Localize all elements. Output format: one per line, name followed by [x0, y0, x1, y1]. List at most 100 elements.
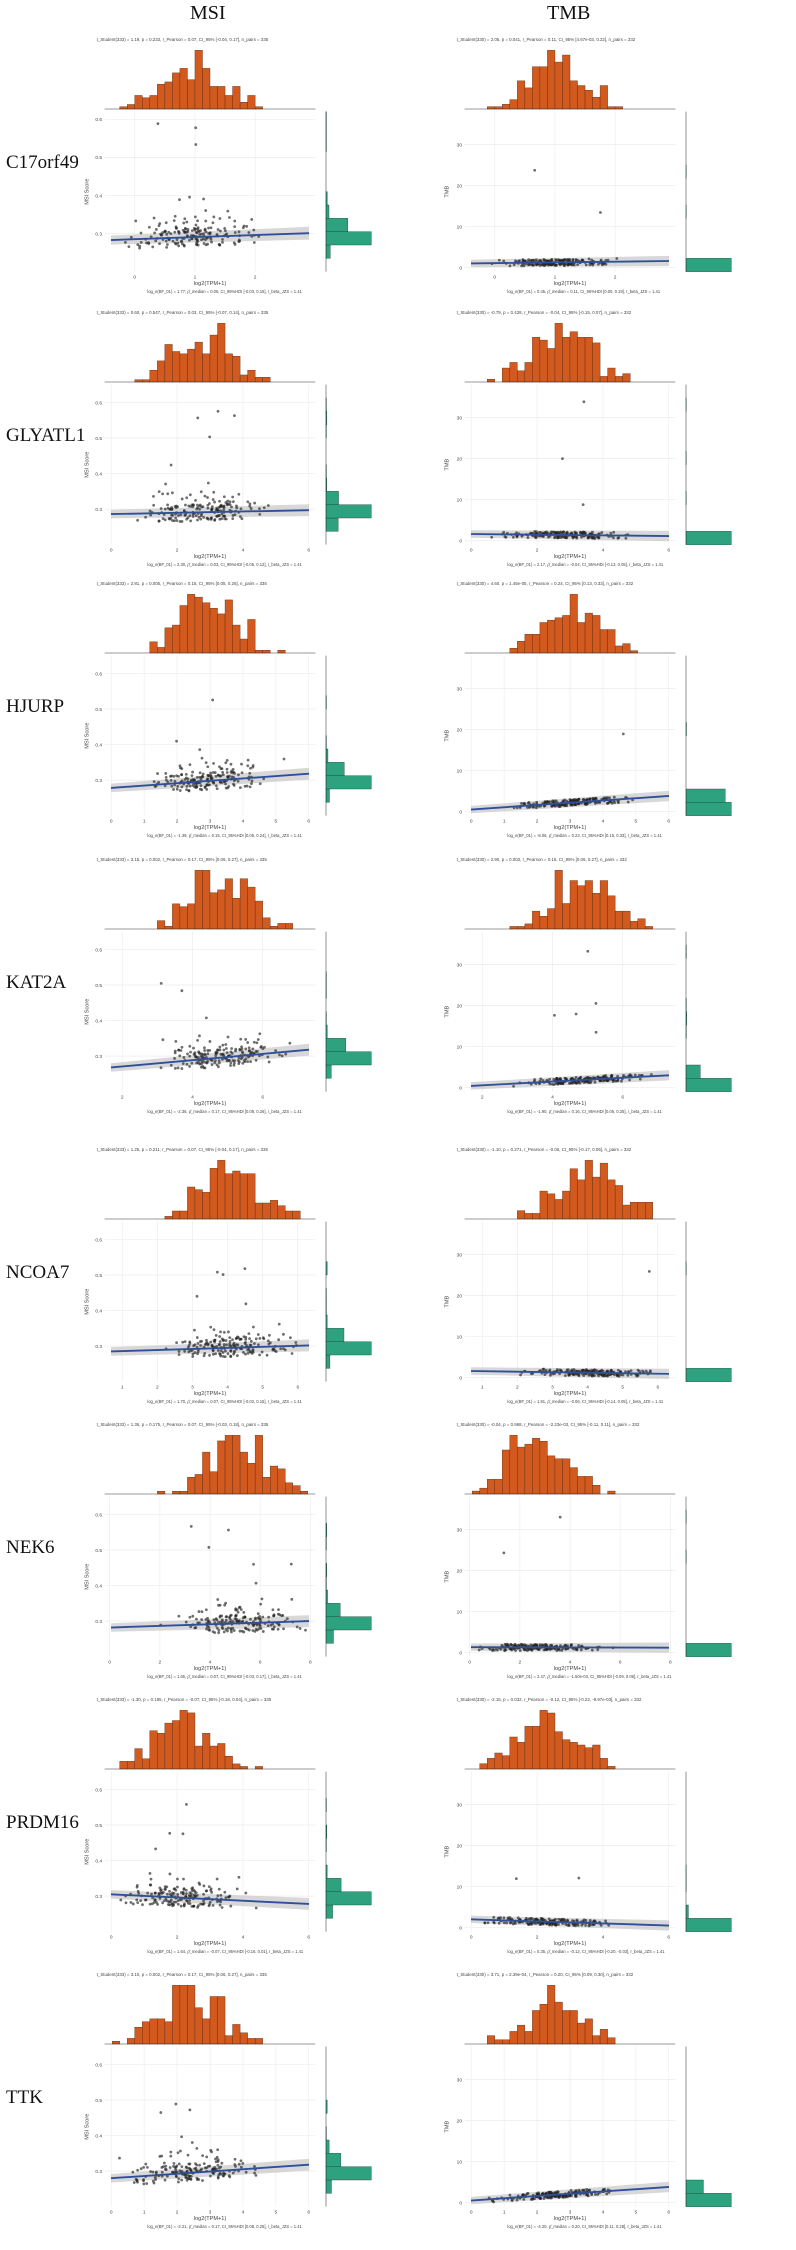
data-point	[153, 1898, 157, 1902]
gene-label: C17orf49	[6, 152, 79, 173]
histogram-bar-x	[254, 1766, 263, 1770]
histogram-bar-x	[239, 878, 248, 930]
data-point	[282, 757, 286, 761]
histogram-bar-x	[517, 2024, 526, 2045]
histogram-bar-y	[325, 775, 372, 790]
x-tick-label: 2	[159, 1659, 162, 1665]
x-tick-label: 2	[156, 1384, 159, 1390]
data-point	[215, 1618, 219, 1622]
data-point	[554, 259, 558, 263]
data-point	[267, 1342, 271, 1346]
data-point	[151, 245, 155, 249]
data-point	[166, 780, 170, 784]
data-point	[221, 240, 224, 244]
gene-label: PRDM16	[6, 1812, 79, 1833]
data-point	[238, 1629, 242, 1633]
x-tick-label: 0	[468, 1659, 471, 1665]
data-point	[246, 1352, 250, 1355]
data-point	[563, 1374, 567, 1378]
histogram-bar-x	[487, 1758, 495, 1770]
data-point	[548, 1077, 551, 1081]
stat-subtitle: t_Student(330) = -1.10, p = 0.271, r_Pea…	[457, 1147, 632, 1152]
gene-label: NEK6	[6, 1537, 55, 1558]
bayes-caption: log_e(BF_01) = 1.77, ρ̂_median = 0.06, C…	[147, 289, 302, 294]
data-point	[530, 1922, 533, 1926]
data-point	[249, 1339, 253, 1343]
data-point	[550, 1643, 554, 1647]
data-point	[272, 1614, 276, 1618]
data-point	[256, 1343, 260, 1347]
data-point	[492, 1921, 496, 1925]
data-point	[171, 1904, 175, 1908]
histogram-bar-x	[562, 337, 571, 383]
data-point	[219, 1330, 222, 1334]
data-point	[218, 229, 222, 233]
data-point	[279, 1347, 283, 1351]
data-point	[202, 1892, 205, 1896]
data-point	[233, 2157, 237, 2161]
histogram-bar-x	[554, 2001, 563, 2045]
histogram-bar-y	[325, 1341, 372, 1356]
histogram-bar-x	[577, 85, 586, 110]
scatter-panel-hjurp-tmb: t_Student(330) = 4.60, p = 1.45e-05, r_P…	[430, 574, 750, 844]
x-tick-label: 2	[121, 1094, 124, 1100]
data-point	[190, 1061, 194, 1065]
data-point	[176, 784, 180, 788]
data-point	[584, 1923, 587, 1927]
data-point	[198, 748, 202, 752]
data-point	[159, 507, 163, 510]
x-tick-label: 0	[110, 547, 113, 553]
x-tick-label: 4	[602, 818, 605, 824]
data-point	[174, 516, 178, 520]
data-point	[232, 1063, 236, 1067]
data-point	[197, 515, 201, 519]
data-point	[633, 1073, 637, 1077]
data-point	[575, 1373, 579, 1376]
data-point	[244, 1302, 248, 1306]
data-point	[229, 1064, 232, 1067]
data-point	[503, 535, 507, 539]
data-point	[188, 238, 191, 242]
histogram-bar-x	[584, 612, 593, 654]
data-point	[168, 1872, 172, 1876]
data-point	[164, 482, 168, 486]
data-point	[590, 1648, 594, 1652]
data-point	[205, 1341, 209, 1344]
data-point	[609, 1369, 613, 1372]
histogram-bar-x	[209, 1168, 218, 1220]
gene-label: TTK	[6, 2087, 43, 2108]
data-point	[198, 787, 202, 791]
data-point	[228, 2175, 232, 2179]
data-point	[206, 1049, 210, 1052]
data-point	[149, 2170, 152, 2173]
histogram-bar-y	[685, 1643, 732, 1657]
data-point	[176, 1877, 179, 1881]
histogram-bar-x	[599, 880, 608, 930]
data-point	[244, 1891, 248, 1895]
data-point	[161, 517, 165, 520]
data-point	[648, 1369, 652, 1373]
data-point	[195, 1061, 199, 1065]
data-point	[271, 1608, 275, 1612]
data-point	[541, 2191, 545, 2195]
data-point	[184, 1888, 188, 1892]
data-point	[198, 1034, 201, 1038]
data-point	[232, 1629, 236, 1632]
scatter-panel-nek6-msi: t_Student(333) = 1.36, p = 0.175, r_Pear…	[70, 1415, 390, 1685]
data-point	[554, 2195, 557, 2199]
data-point	[174, 2174, 178, 2178]
data-point	[188, 784, 192, 788]
histogram-bar-x	[179, 68, 188, 110]
data-point	[483, 1921, 487, 1925]
data-point	[581, 1919, 585, 1923]
data-point	[241, 1061, 245, 1065]
data-point	[226, 1352, 230, 1356]
data-point	[201, 2154, 204, 2158]
data-point	[266, 504, 270, 507]
y-axis-label: TMB	[445, 1570, 451, 1582]
data-point	[147, 242, 151, 245]
data-point	[217, 1631, 221, 1635]
data-point	[214, 774, 218, 778]
data-point	[215, 2155, 219, 2159]
data-point	[235, 1354, 239, 1357]
